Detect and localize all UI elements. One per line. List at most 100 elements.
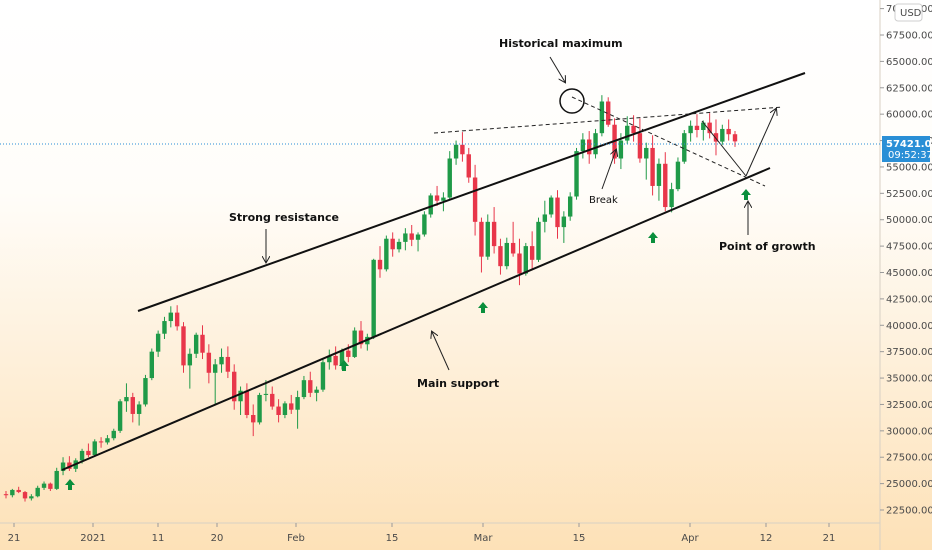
candle-body: [574, 151, 579, 197]
candle-body: [162, 321, 167, 334]
annotation-break: Break: [589, 195, 618, 206]
candle-body: [67, 462, 72, 469]
time-axis: 21 2021 11 20 Feb 15 Mar 15 Apr 12 21: [8, 523, 836, 544]
price-tick-label: 45000.00: [886, 268, 932, 279]
candle-body: [390, 238, 395, 250]
candle-body: [244, 390, 250, 415]
candle-body: [168, 312, 174, 322]
price-tick-label: 35000.00: [886, 374, 932, 385]
candles-layer: [3, 95, 738, 502]
candle-body: [257, 394, 262, 423]
candle-body: [694, 125, 700, 130]
price-tick-label: 30000.00: [886, 426, 932, 437]
candle-body: [663, 163, 668, 208]
candle-body: [561, 216, 567, 228]
candle-body: [713, 133, 719, 142]
candle-body: [314, 389, 319, 393]
candle-body: [60, 462, 66, 471]
candle-body: [3, 494, 9, 496]
candle-body: [669, 189, 674, 208]
time-tick-label: Mar: [474, 533, 494, 544]
candle-body: [289, 403, 294, 410]
candle-body: [295, 397, 300, 410]
up-arrow-icon: [741, 189, 751, 200]
historical-maximum-circle: [559, 88, 585, 114]
price-tick-label: 67500.00: [886, 31, 932, 42]
candle-body: [35, 487, 40, 497]
candle-body: [54, 470, 59, 489]
candle-body: [22, 492, 28, 499]
arrow-break: [601, 150, 616, 190]
candle-body: [149, 351, 154, 379]
candle-body: [637, 133, 643, 159]
price-tick-label: 65000.00: [886, 57, 932, 68]
time-tick-label: 11: [152, 533, 165, 544]
candle-body: [472, 177, 478, 222]
candle-body: [447, 158, 452, 198]
price-tick-label: 52500.00: [886, 189, 932, 200]
candle-body: [187, 353, 193, 366]
candle-body: [219, 356, 224, 365]
candle-body: [206, 352, 212, 373]
arrow-main-support: [432, 332, 450, 371]
candle-body: [415, 234, 421, 240]
candle-body: [403, 233, 408, 242]
candle-body: [631, 125, 636, 134]
candle-body: [384, 238, 389, 270]
candle-body: [675, 161, 681, 190]
candle-body: [225, 356, 231, 372]
candle-body: [79, 450, 85, 461]
price-tick-label: 62500.00: [886, 83, 932, 94]
candle-body: [16, 489, 21, 493]
candle-body: [732, 134, 738, 142]
candle-body: [542, 214, 548, 222]
candle-body: [270, 393, 275, 407]
current-price-value: 57421.02: [886, 139, 932, 150]
time-tick-label: 21: [823, 533, 836, 544]
candle-body: [200, 334, 205, 353]
candle-body: [105, 438, 110, 443]
annotation-point-of-growth: Point of growth: [719, 240, 816, 253]
dashed-descending-line: [571, 96, 766, 187]
candle-body: [434, 195, 440, 201]
candle-body: [308, 380, 313, 393]
candle-body: [599, 101, 605, 134]
currency-button[interactable]: [894, 3, 923, 22]
price-tick-label: 42500.00: [886, 294, 932, 305]
candle-body: [92, 441, 97, 456]
price-tick-label: 40000.00: [886, 321, 932, 332]
candle-body: [396, 241, 402, 250]
candle-body: [232, 371, 237, 402]
candle-body: [263, 393, 269, 395]
candle-body: [130, 397, 135, 414]
currency-label: USD: [900, 8, 922, 19]
candle-body: [517, 253, 522, 274]
price-tick-label: 27500.00: [886, 453, 932, 464]
candle-body: [428, 195, 433, 215]
candle-body: [41, 483, 47, 488]
candle-body: [688, 125, 693, 134]
candle-body: [86, 450, 91, 456]
candle-body: [371, 259, 376, 337]
candle-body: [181, 326, 186, 366]
annotation-historical-maximum: Historical maximum: [499, 37, 623, 50]
candle-body: [346, 350, 351, 357]
annotation-main-support: Main support: [417, 377, 499, 390]
up-arrow-icon: [65, 479, 75, 490]
candle-body: [498, 246, 503, 267]
price-tick-label: 50000.00: [886, 215, 932, 226]
candle-body: [555, 197, 560, 228]
price-tick-label: 25000.00: [886, 479, 932, 490]
candle-body: [327, 355, 332, 363]
candle-body: [479, 221, 484, 257]
candle-body: [143, 378, 148, 405]
dashed-resistance-line: [433, 106, 784, 134]
candle-body: [117, 401, 123, 431]
candle-body: [460, 144, 465, 155]
candle-body: [567, 196, 573, 217]
candle-body: [523, 246, 529, 274]
candle-body: [625, 125, 630, 141]
candle-body: [580, 139, 586, 152]
